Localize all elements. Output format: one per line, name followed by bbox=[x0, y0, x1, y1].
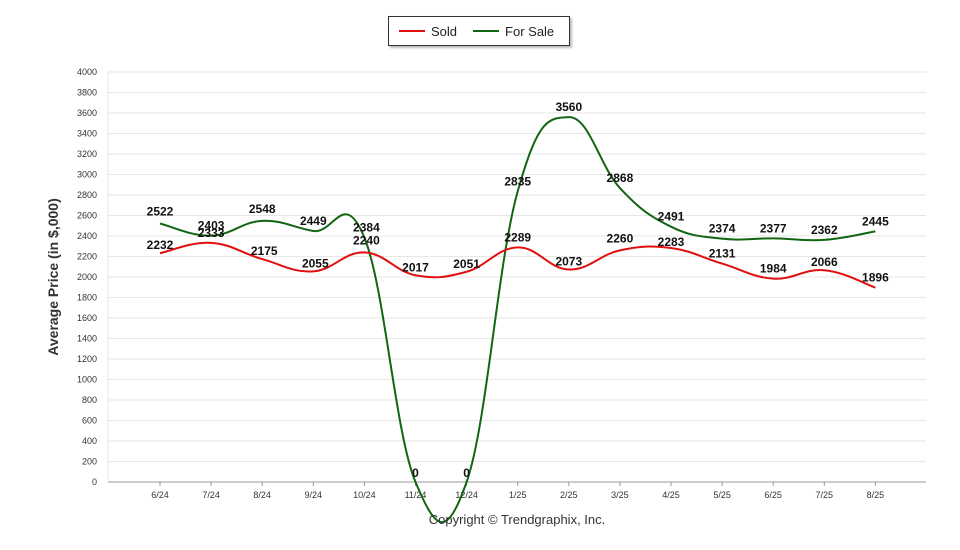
y-tick-label: 600 bbox=[82, 416, 97, 426]
copyright-text: Copyright © Trendgraphix, Inc. bbox=[428, 512, 606, 527]
data-label-for-sale: 2868 bbox=[607, 171, 634, 185]
data-label-sold: 2260 bbox=[607, 231, 634, 245]
data-label-for-sale: 2835 bbox=[504, 174, 531, 188]
y-tick-label: 3000 bbox=[77, 170, 97, 180]
legend-item-for-sale: For Sale bbox=[473, 24, 554, 39]
x-tick-label: 1/25 bbox=[509, 490, 527, 500]
data-label-for-sale: 2548 bbox=[249, 202, 276, 216]
y-tick-label: 200 bbox=[82, 457, 97, 467]
x-tick-label: 12/24 bbox=[455, 490, 478, 500]
legend-item-sold: Sold bbox=[399, 24, 457, 39]
x-tick-label: 6/25 bbox=[764, 490, 782, 500]
x-tick-label: 7/25 bbox=[816, 490, 834, 500]
x-tick-label: 7/24 bbox=[202, 490, 220, 500]
legend-label-for-sale: For Sale bbox=[505, 23, 555, 39]
x-tick-label: 10/24 bbox=[353, 490, 376, 500]
x-tick-label: 8/25 bbox=[867, 490, 885, 500]
y-tick-label: 2000 bbox=[77, 272, 97, 282]
y-tick-label: 4000 bbox=[77, 67, 97, 77]
y-tick-label: 3200 bbox=[77, 149, 97, 159]
y-tick-label: 1400 bbox=[77, 334, 97, 344]
x-tick-label: 11/24 bbox=[405, 490, 427, 500]
y-tick-label: 1200 bbox=[77, 354, 97, 364]
data-label-sold: 2066 bbox=[811, 255, 838, 269]
y-tick-label: 1800 bbox=[77, 293, 97, 303]
legend-swatch-for-sale bbox=[473, 30, 500, 32]
data-label-sold: 2055 bbox=[302, 256, 329, 270]
x-tick-label: 8/24 bbox=[253, 490, 271, 500]
data-label-sold: 2240 bbox=[353, 233, 380, 247]
x-tick-label: 3/25 bbox=[611, 490, 629, 500]
y-tick-label: 3800 bbox=[77, 88, 97, 98]
y-tick-label: 2200 bbox=[77, 252, 97, 262]
y-tick-label: 1600 bbox=[77, 313, 97, 323]
x-tick-label: 6/24 bbox=[151, 490, 169, 500]
y-tick-label: 1000 bbox=[77, 375, 97, 385]
series-line-for-sale bbox=[159, 116, 876, 524]
y-axis-title: Average Price (in $,000) bbox=[45, 198, 61, 355]
y-tick-label: 2400 bbox=[77, 231, 97, 241]
data-label-sold: 2051 bbox=[453, 257, 480, 271]
data-label-for-sale: 2374 bbox=[709, 222, 736, 236]
data-label-sold: 2289 bbox=[504, 230, 531, 244]
data-label-sold: 2283 bbox=[658, 235, 685, 249]
y-tick-label: 800 bbox=[82, 395, 97, 405]
y-tick-label: 2800 bbox=[77, 190, 97, 200]
x-tick-label: 9/24 bbox=[305, 490, 323, 500]
y-tick-label: 400 bbox=[82, 436, 97, 446]
data-label-sold: 2073 bbox=[555, 255, 582, 269]
data-label-for-sale: 2445 bbox=[862, 214, 889, 228]
y-tick-label: 3400 bbox=[77, 129, 97, 139]
data-label-sold: 2175 bbox=[251, 244, 278, 258]
data-label-sold: 2017 bbox=[402, 260, 429, 274]
x-tick-label: 4/25 bbox=[662, 490, 680, 500]
x-tick-label: 2/25 bbox=[560, 490, 578, 500]
series-line-sold bbox=[159, 241, 876, 289]
data-label-sold: 2333 bbox=[198, 226, 225, 240]
data-label-for-sale: 3560 bbox=[555, 100, 582, 114]
y-tick-label: 0 bbox=[92, 477, 97, 487]
data-label-for-sale: 2362 bbox=[811, 223, 838, 237]
data-label-sold: 1896 bbox=[862, 271, 889, 285]
legend: Sold For Sale bbox=[388, 16, 570, 46]
y-tick-label: 3600 bbox=[77, 108, 97, 118]
x-tick-label: 5/25 bbox=[713, 490, 731, 500]
data-label-for-sale: 0 bbox=[463, 466, 470, 480]
data-label-sold: 2232 bbox=[147, 238, 174, 252]
data-label-for-sale: 2522 bbox=[147, 204, 174, 218]
data-label-for-sale: 2377 bbox=[760, 221, 787, 235]
legend-label-sold: Sold bbox=[431, 23, 458, 39]
data-label-for-sale: 2449 bbox=[300, 214, 327, 228]
data-label-for-sale: 2384 bbox=[353, 221, 380, 235]
y-tick-label: 2600 bbox=[77, 211, 97, 221]
legend-swatch-sold bbox=[399, 30, 425, 32]
data-label-for-sale: 0 bbox=[412, 466, 419, 480]
data-label-for-sale: 2403 bbox=[198, 219, 225, 233]
data-label-sold: 1984 bbox=[760, 262, 787, 276]
data-label-sold: 2131 bbox=[709, 247, 736, 261]
data-label-for-sale: 2491 bbox=[658, 210, 685, 224]
